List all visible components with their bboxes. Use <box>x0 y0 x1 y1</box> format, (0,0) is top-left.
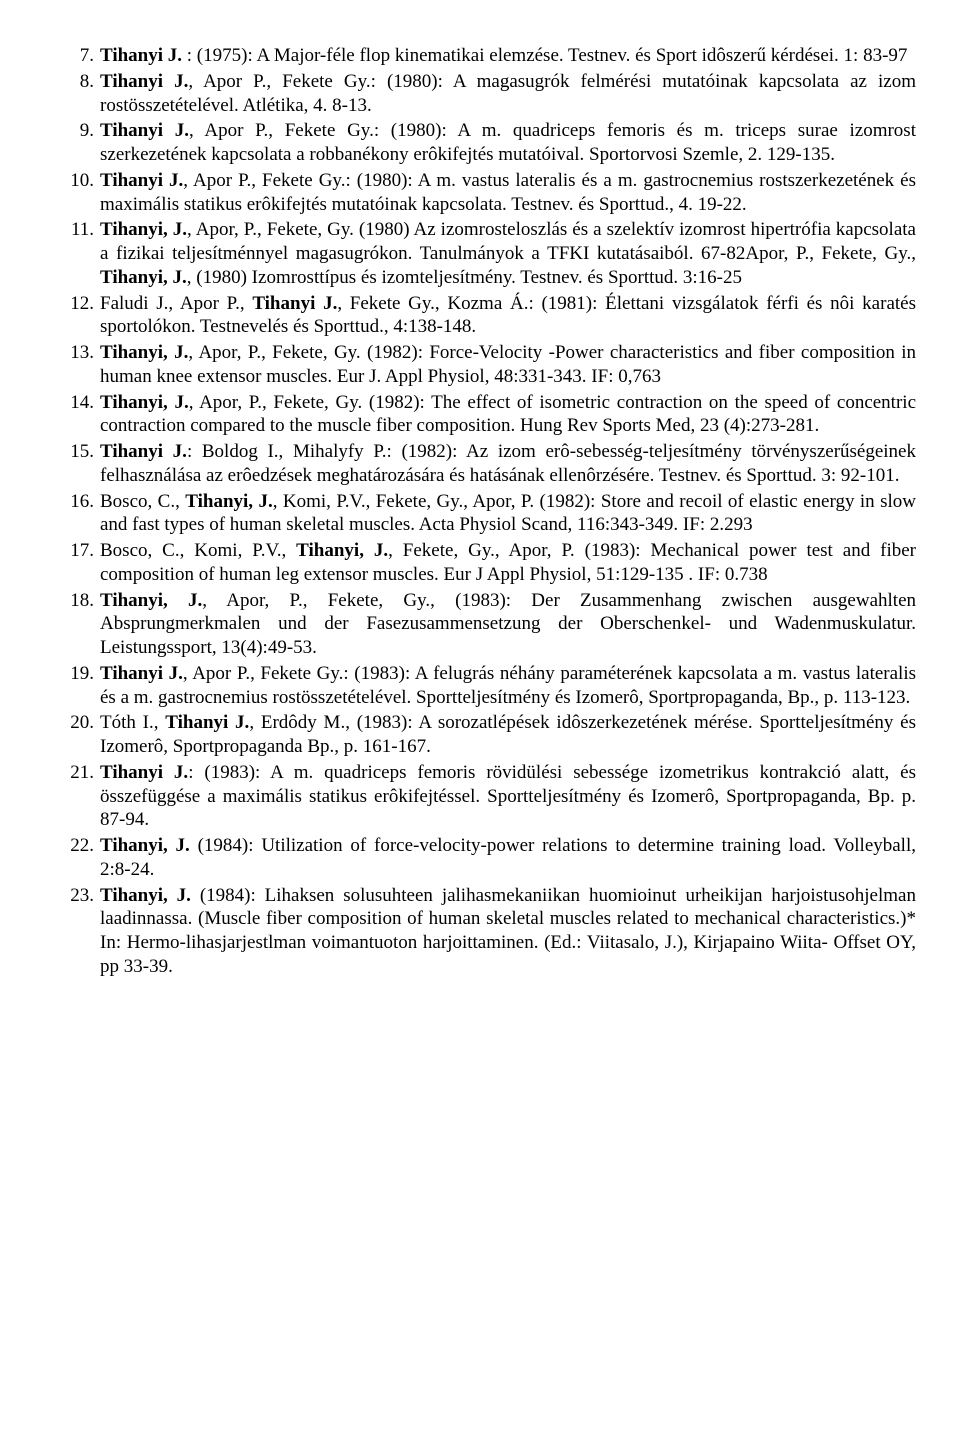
reference-item: Tihanyi J., Apor P., Fekete Gy.: (1980):… <box>100 119 916 167</box>
reference-item: Bosco, C., Komi, P.V., Tihanyi, J., Feke… <box>100 539 916 587</box>
reference-item: Tihanyi, J., Apor, P., Fekete, Gy., (198… <box>100 589 916 660</box>
reference-item: Bosco, C., Tihanyi, J., Komi, P.V., Feke… <box>100 490 916 538</box>
reference-item: Tihanyi, J., Apor, P., Fekete, Gy. (1980… <box>100 218 916 289</box>
reference-item: Faludi J., Apor P., Tihanyi J., Fekete G… <box>100 292 916 340</box>
reference-item: Tihanyi J., Apor P., Fekete Gy.: (1980):… <box>100 70 916 118</box>
reference-item: Tihanyi, J., Apor, P., Fekete, Gy. (1982… <box>100 391 916 439</box>
reference-item: Tihanyi J. : (1975): A Major-féle flop k… <box>100 44 916 68</box>
reference-item: Tihanyi, J. (1984): Lihaksen solusuhteen… <box>100 884 916 979</box>
reference-item: Tóth I., Tihanyi J., Erdôdy M., (1983): … <box>100 711 916 759</box>
reference-item: Tihanyi J., Apor P., Fekete Gy.: (1980):… <box>100 169 916 217</box>
reference-item: Tihanyi J.: (1983): A m. quadriceps femo… <box>100 761 916 832</box>
reference-item: Tihanyi J., Apor P., Fekete Gy.: (1983):… <box>100 662 916 710</box>
reference-item: Tihanyi, J. (1984): Utilization of force… <box>100 834 916 882</box>
reference-item: Tihanyi, J., Apor, P., Fekete, Gy. (1982… <box>100 341 916 389</box>
reference-item: Tihanyi J.: Boldog I., Mihalyfy P.: (198… <box>100 440 916 488</box>
reference-list: Tihanyi J. : (1975): A Major-féle flop k… <box>44 44 916 979</box>
